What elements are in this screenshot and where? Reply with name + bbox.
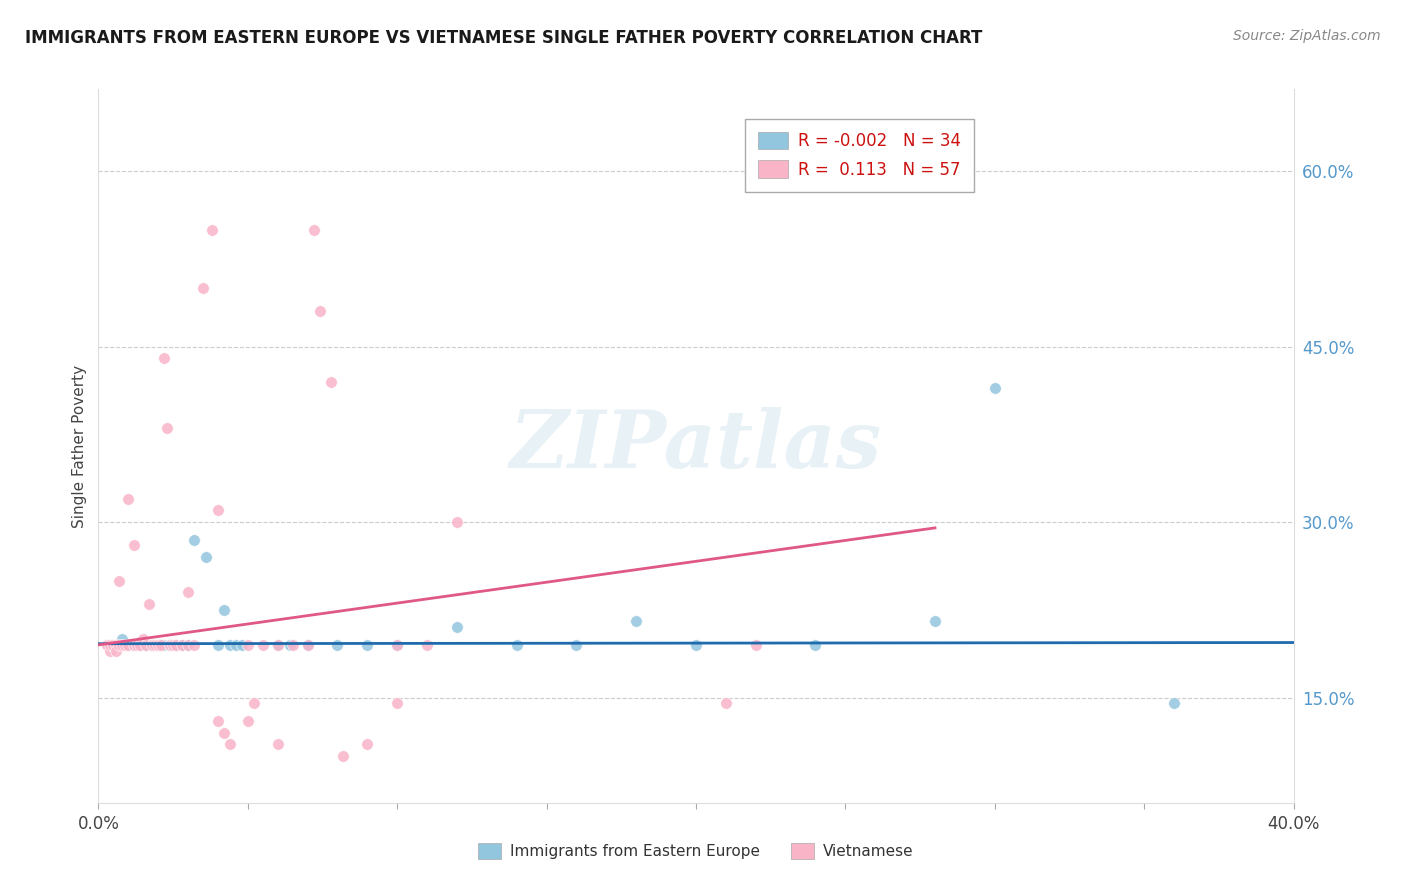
- Point: [172, 638, 194, 652]
- Point: [141, 638, 163, 652]
- Point: [159, 638, 181, 652]
- Point: [124, 638, 146, 652]
- Point: [143, 638, 166, 652]
- Point: [231, 638, 253, 652]
- Point: [162, 638, 184, 652]
- Point: [172, 638, 194, 652]
- Point: [626, 615, 648, 629]
- Point: [385, 638, 409, 652]
- Text: ZIPatlas: ZIPatlas: [510, 408, 882, 484]
- Point: [111, 632, 134, 646]
- Point: [141, 638, 163, 652]
- Legend: R = -0.002   N = 34, R =  0.113   N = 57: R = -0.002 N = 34, R = 0.113 N = 57: [745, 119, 974, 192]
- Point: [297, 638, 319, 652]
- Point: [183, 533, 205, 547]
- Point: [153, 351, 176, 366]
- Point: [332, 749, 354, 764]
- Point: [984, 380, 1007, 394]
- Point: [98, 638, 122, 652]
- Point: [127, 638, 149, 652]
- Point: [124, 638, 146, 652]
- Point: [103, 638, 125, 652]
- Point: [165, 638, 187, 652]
- Point: [177, 638, 200, 652]
- Point: [177, 585, 200, 599]
- Point: [177, 638, 200, 652]
- Point: [416, 638, 439, 652]
- Point: [745, 638, 768, 652]
- Point: [111, 638, 134, 652]
- Point: [565, 638, 588, 652]
- Point: [108, 574, 131, 588]
- Point: [183, 638, 205, 652]
- Point: [252, 638, 274, 652]
- Point: [153, 638, 176, 652]
- Point: [356, 737, 378, 751]
- Point: [326, 638, 349, 652]
- Point: [96, 638, 118, 652]
- Text: Source: ZipAtlas.com: Source: ZipAtlas.com: [1233, 29, 1381, 43]
- Point: [135, 638, 157, 652]
- Point: [138, 597, 160, 611]
- Point: [129, 638, 152, 652]
- Point: [212, 725, 235, 739]
- Point: [207, 714, 229, 728]
- Point: [98, 644, 122, 658]
- Point: [159, 638, 181, 652]
- Point: [321, 375, 343, 389]
- Point: [148, 638, 170, 652]
- Point: [207, 503, 229, 517]
- Point: [281, 638, 304, 652]
- Point: [150, 638, 173, 652]
- Point: [132, 632, 155, 646]
- Point: [156, 421, 179, 435]
- Point: [129, 638, 152, 652]
- Point: [105, 644, 128, 658]
- Point: [924, 615, 946, 629]
- Point: [446, 515, 468, 529]
- Point: [385, 638, 409, 652]
- Point: [804, 638, 827, 652]
- Point: [191, 281, 214, 295]
- Point: [135, 638, 157, 652]
- Point: [446, 620, 468, 634]
- Point: [236, 714, 259, 728]
- Point: [165, 638, 187, 652]
- Point: [1163, 697, 1185, 711]
- Point: [108, 638, 131, 652]
- Point: [356, 638, 378, 652]
- Point: [117, 638, 139, 652]
- Point: [506, 638, 529, 652]
- Point: [267, 638, 290, 652]
- Point: [117, 491, 139, 506]
- Point: [714, 697, 737, 711]
- Point: [225, 638, 247, 652]
- Point: [308, 304, 330, 318]
- Y-axis label: Single Father Poverty: Single Father Poverty: [72, 365, 87, 527]
- Point: [117, 638, 139, 652]
- Point: [219, 638, 242, 652]
- Point: [212, 603, 235, 617]
- Point: [302, 222, 325, 236]
- Point: [148, 638, 170, 652]
- Point: [267, 638, 290, 652]
- Point: [243, 697, 266, 711]
- Point: [195, 550, 218, 565]
- Point: [219, 737, 242, 751]
- Point: [278, 638, 301, 652]
- Point: [124, 538, 146, 552]
- Point: [207, 638, 229, 652]
- Point: [114, 638, 136, 652]
- Point: [385, 697, 409, 711]
- Point: [267, 737, 290, 751]
- Point: [105, 638, 128, 652]
- Point: [201, 222, 224, 236]
- Point: [297, 638, 319, 652]
- Point: [236, 638, 259, 652]
- Text: IMMIGRANTS FROM EASTERN EUROPE VS VIETNAMESE SINGLE FATHER POVERTY CORRELATION C: IMMIGRANTS FROM EASTERN EUROPE VS VIETNA…: [25, 29, 983, 46]
- Point: [685, 638, 707, 652]
